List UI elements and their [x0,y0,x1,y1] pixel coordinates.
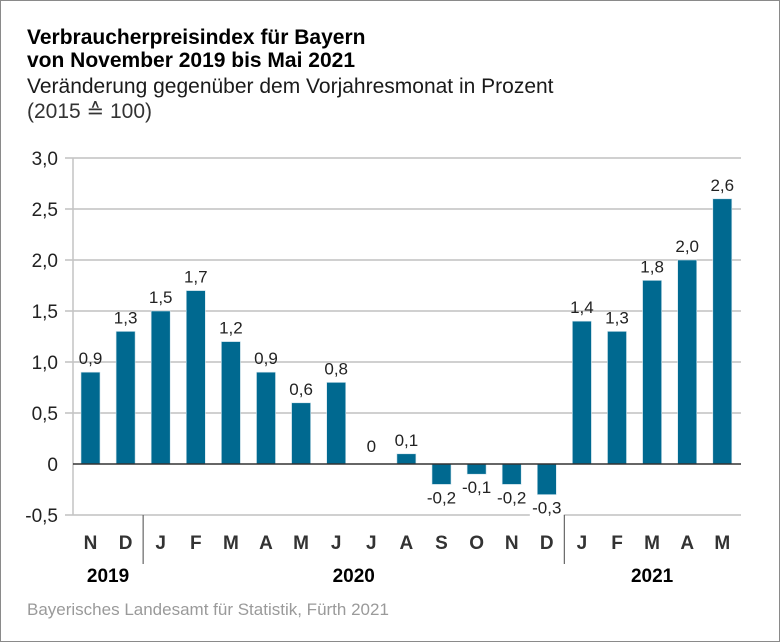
bar [607,331,627,465]
x-tick-label: N [505,533,519,554]
bar [501,463,522,485]
year-label: 2020 [333,566,375,587]
data-label: 0,8 [324,359,348,378]
y-tick-label: -0,5 [25,506,58,527]
x-tick-label: N [84,533,98,554]
x-tick-label: O [469,533,484,554]
year-label: 2021 [631,566,674,587]
y-tick-label: 3,0 [32,149,58,170]
x-tick-label: A [259,533,273,554]
x-tick-label: J [331,533,342,554]
x-tick-label: J [366,533,377,554]
y-tick-label: 1,5 [32,302,58,323]
chart-subtitle-line2: (2015 ≙ 100) [27,100,153,123]
data-label: 1,3 [114,308,138,327]
data-label: 0,9 [79,349,103,368]
data-label: 1,8 [640,257,664,276]
chart-title: Verbraucherpreisindex für Bayern [27,26,366,49]
y-tick-label: 1,0 [32,353,58,374]
data-label-bg [529,498,564,518]
x-tick-label: S [435,533,448,554]
data-label: -0,3 [532,499,561,518]
y-tick-label: 0 [47,455,58,476]
bar [150,310,171,465]
data-label: 0 [367,437,376,456]
source-note: Bayerisches Landesamt für Statistik, Für… [27,600,389,619]
x-tick-label: F [611,533,623,554]
x-tick-label: D [540,533,554,554]
data-label: 0,9 [254,349,278,368]
bar [186,290,206,465]
bar [431,463,452,485]
bar [712,198,733,465]
bar [642,280,662,465]
data-label: -0,1 [462,478,491,497]
bar [326,382,347,465]
data-label: -0,2 [427,488,456,507]
bar [256,371,276,465]
chart-subtitle: Veränderung gegenüber dem Vorjahresmonat… [27,75,554,98]
chart-title-line2: von November 2019 bis Mai 2021 [27,49,355,72]
y-tick-label: 2,0 [32,251,58,272]
x-tick-label: M [223,533,239,554]
y-tick-label: 0,5 [32,404,58,425]
data-label: 1,4 [570,298,594,317]
data-label: 1,5 [149,288,173,307]
data-label: -0,2 [497,488,526,507]
bar [396,453,417,465]
x-tick-label: A [680,533,694,554]
data-label: 1,7 [184,268,208,287]
data-label: 0,1 [395,431,419,450]
data-label-bg [459,478,494,498]
bar [677,259,698,465]
x-tick-label: M [293,533,309,554]
x-tick-label: D [119,533,133,554]
bar [80,371,101,465]
data-label: 1,2 [219,319,243,338]
data-label: 1,3 [605,308,629,327]
bar [572,320,592,465]
y-tick-label: 2,5 [32,200,58,221]
data-label-bg [424,488,459,508]
x-tick-label: F [190,533,202,554]
bar [466,463,487,475]
data-label-bg [494,488,529,508]
bar [536,463,557,495]
bar [115,331,136,465]
data-label: 2,6 [710,176,734,195]
x-tick-label: J [577,533,588,554]
data-label: 0,6 [289,380,313,399]
bar [291,402,311,465]
x-tick-label: J [155,533,166,554]
year-label: 2019 [87,566,129,587]
x-tick-label: M [644,533,660,554]
x-tick-label: A [400,533,414,554]
bar [221,341,241,465]
data-label: 2,0 [675,237,699,256]
x-tick-label: M [714,533,730,554]
